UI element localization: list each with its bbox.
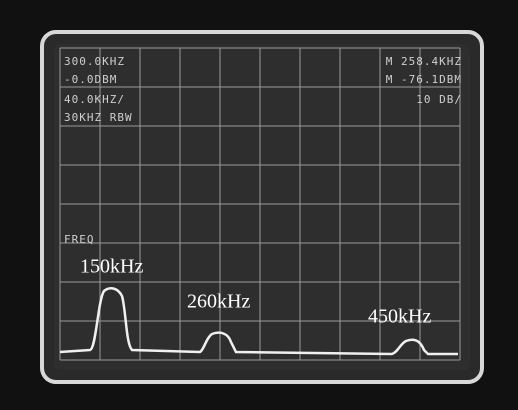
annotation: 260kHz (187, 291, 250, 313)
screen-text: FREQ (64, 233, 95, 246)
annotation: 150kHz (80, 256, 143, 278)
screen-text: -0.0DBM (64, 73, 117, 86)
annotation: 450kHz (368, 306, 431, 328)
screen-text: 300.0KHZ (64, 55, 125, 68)
screen-text: 40.0KHZ/ (64, 93, 125, 106)
screen-text: 10 DB/ (416, 93, 462, 106)
screen-text: 30KHZ RBW (64, 111, 133, 124)
screen-text: M 258.4KHZ (386, 55, 462, 68)
trace (59, 287, 458, 356)
graticule (59, 47, 461, 361)
screen-text: M -76.1DBM (386, 73, 462, 86)
